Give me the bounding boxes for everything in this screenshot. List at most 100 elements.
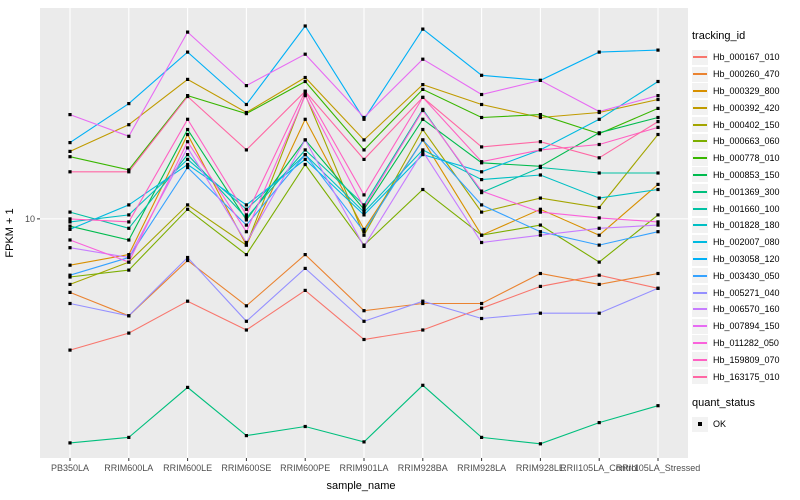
data-point xyxy=(421,383,425,387)
data-point xyxy=(303,89,307,93)
data-point xyxy=(362,148,366,152)
legend-item-label: Hb_011282_050 xyxy=(713,337,779,348)
data-point xyxy=(303,75,307,80)
data-point xyxy=(421,57,425,61)
x-axis-title: sample_name xyxy=(326,480,395,492)
data-point xyxy=(186,94,190,99)
swatch-line xyxy=(693,325,707,328)
legend-item-Hb_003430_050: Hb_003430_050 xyxy=(692,267,800,284)
data-point xyxy=(127,255,131,260)
data-point xyxy=(362,193,366,197)
swatch-line xyxy=(693,308,707,311)
x-tick-label: RRIM600LA xyxy=(104,463,153,473)
data-point xyxy=(186,146,190,150)
data-point xyxy=(597,131,601,135)
data-point xyxy=(597,142,601,147)
data-point xyxy=(127,213,131,217)
data-point xyxy=(597,156,601,160)
data-point xyxy=(186,299,190,303)
data-point xyxy=(244,319,248,323)
data-point xyxy=(68,348,72,352)
x-tick-label: RRIM600SE xyxy=(221,463,271,473)
data-point xyxy=(303,138,307,142)
data-point xyxy=(127,168,131,172)
legend-item-label: Hb_001660_100 xyxy=(713,203,780,214)
data-point xyxy=(480,306,484,310)
data-point xyxy=(656,115,660,120)
data-point xyxy=(303,52,307,56)
data-point xyxy=(186,127,190,132)
data-point xyxy=(186,132,190,137)
plot-canvas: PB350LA RRIM600LA RRIM600LE RRIM600SE RRIM60… xyxy=(4,8,700,492)
legend-item-label: Hb_001369_300 xyxy=(713,186,780,197)
data-point xyxy=(186,162,190,167)
data-point xyxy=(127,331,131,335)
data-point xyxy=(303,24,307,28)
data-point xyxy=(480,316,484,321)
legend-item-Hb_163175_010: Hb_163175_010 xyxy=(692,368,800,385)
data-point xyxy=(538,210,542,214)
data-point xyxy=(68,217,72,221)
data-point xyxy=(480,145,484,149)
data-point xyxy=(597,50,601,54)
data-point xyxy=(68,210,72,214)
data-point xyxy=(656,125,660,129)
legend-title-quant-status: quant_status xyxy=(692,396,755,409)
data-point xyxy=(480,178,484,182)
legend-item-Hb_000329_800: Hb_000329_800 xyxy=(692,83,800,100)
data-point xyxy=(597,273,601,277)
data-point xyxy=(68,246,72,250)
swatch-line xyxy=(693,207,707,210)
data-point xyxy=(186,30,190,34)
data-point xyxy=(480,189,484,193)
data-point xyxy=(127,220,131,224)
data-point xyxy=(68,273,72,277)
data-point xyxy=(538,223,542,227)
data-point xyxy=(127,253,131,257)
data-point xyxy=(186,165,190,170)
data-point xyxy=(421,127,425,132)
legend-item-Hb_001828_180: Hb_001828_180 xyxy=(692,217,800,234)
data-point xyxy=(538,271,542,276)
legend-item-Hb_000853_150: Hb_000853_150 xyxy=(692,167,800,184)
line-swatch-icon xyxy=(692,335,708,351)
data-point xyxy=(480,115,484,120)
data-point xyxy=(597,171,601,175)
data-point xyxy=(186,203,190,207)
data-point xyxy=(68,263,72,267)
legend-item-Hb_001369_300: Hb_001369_300 xyxy=(692,183,800,200)
data-point xyxy=(480,240,484,245)
data-point xyxy=(362,210,366,214)
data-point xyxy=(597,243,601,247)
data-point xyxy=(362,440,366,444)
data-point xyxy=(362,157,366,161)
legend-item-label: Hb_000329_800 xyxy=(713,85,780,96)
data-point xyxy=(303,424,307,429)
data-point xyxy=(68,141,72,145)
line-swatch-icon xyxy=(692,285,708,301)
data-point xyxy=(480,92,484,97)
legend-item-label: Hb_159809_070 xyxy=(713,354,780,365)
x-tick-label: RRIM901LA xyxy=(339,463,388,473)
data-point xyxy=(303,148,307,152)
legend-item-Hb_000402_150: Hb_000402_150 xyxy=(692,116,800,133)
swatch-line xyxy=(693,375,707,378)
legend-item-Hb_000167_010: Hb_000167_010 xyxy=(692,49,800,66)
data-point xyxy=(186,385,190,389)
y-axis-title: FPKM + 1 xyxy=(4,208,16,257)
data-point xyxy=(421,83,425,87)
data-point xyxy=(362,213,366,217)
data-point xyxy=(362,205,366,210)
data-point xyxy=(421,87,425,91)
swatch-line xyxy=(693,56,707,59)
swatch-line xyxy=(693,291,707,294)
data-point xyxy=(538,442,542,446)
line-swatch-icon xyxy=(692,369,708,385)
data-point xyxy=(656,223,660,227)
data-point xyxy=(303,288,307,292)
x-tick-label: RRII105LA_Stressed xyxy=(616,463,701,473)
swatch-line xyxy=(693,106,707,109)
data-point xyxy=(597,196,601,200)
data-point xyxy=(421,95,425,99)
data-point xyxy=(597,226,601,230)
